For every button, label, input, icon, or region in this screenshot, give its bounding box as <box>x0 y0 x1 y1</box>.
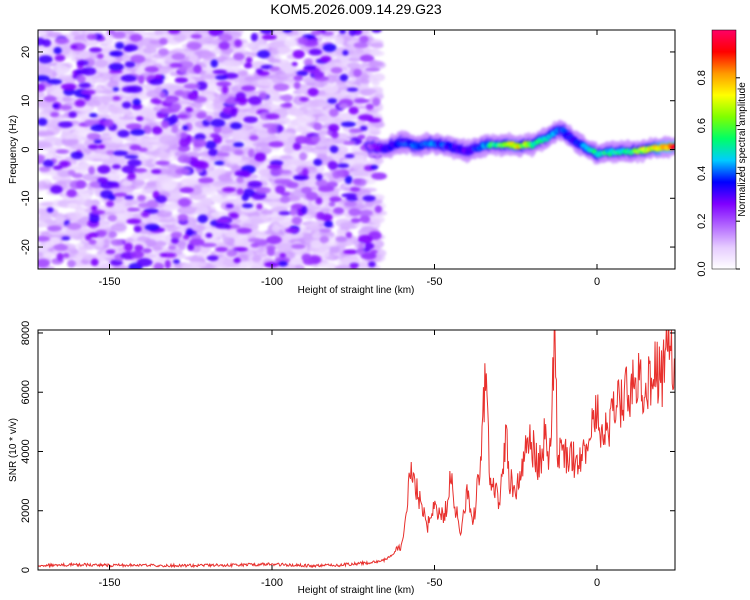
snr-panel: -150 -100 -50 0 0 2000 4000 6000 8000 Height of… <box>8 321 676 596</box>
colorbar-tick-label: 0.0 <box>696 261 708 276</box>
ridge-core <box>366 127 675 158</box>
noise-layer-strong <box>38 30 387 269</box>
x-tick-label: -100 <box>261 577 283 589</box>
spectrogram-y-axis-label: Frequency (Hz) <box>8 115 19 184</box>
snr-y-axis-label: SNR (10 * v/v) <box>8 418 19 482</box>
snr-series <box>38 330 675 569</box>
y-tick-label: 6000 <box>20 380 32 404</box>
spectrogram-frame <box>37 29 676 270</box>
spectrogram-x-axis-label: Height of straight line (km) <box>298 285 415 296</box>
y-tick-label: 0 <box>20 146 32 152</box>
colorbar-tick-label: 0.4 <box>696 166 708 181</box>
y-tick-label: 20 <box>20 46 32 58</box>
colorbar-ticks: 0.0 0.2 0.4 0.6 0.8 <box>696 70 740 277</box>
snr-frame <box>37 329 676 571</box>
snr-x-ticks: -150 -100 -50 0 <box>98 330 600 589</box>
y-tick-label: 0 <box>20 567 32 573</box>
y-tick-label: 4000 <box>20 439 32 463</box>
chart-title: KOM5.2026.009.14.29.G23 <box>270 1 441 17</box>
x-tick-label: -100 <box>261 276 283 288</box>
colorbar: 0.0 0.2 0.4 0.6 0.8 Normalized spectral ampl… <box>696 29 748 277</box>
spectrogram-x-ticks: -150 -100 -50 0 <box>98 30 600 288</box>
x-tick-label: -150 <box>98 577 120 589</box>
spectrogram-signal-ridge <box>365 119 675 165</box>
snr-y-ticks: 0 2000 4000 6000 8000 <box>20 321 675 573</box>
snr-line <box>38 330 675 569</box>
colorbar-tick-label: 0.6 <box>696 118 708 133</box>
x-tick-label: 0 <box>594 577 600 589</box>
spectrogram-y-ticks: -20 -10 0 10 20 <box>20 46 675 255</box>
colorbar-gradient <box>711 29 737 270</box>
y-tick-label: -20 <box>20 239 32 255</box>
x-tick-label: -50 <box>427 577 443 589</box>
y-tick-label: -10 <box>20 190 32 206</box>
colorbar-label: Normalized spectral amplitude <box>737 82 748 217</box>
colorbar-tick-label: 0.2 <box>696 214 708 229</box>
x-tick-label: -50 <box>427 276 443 288</box>
y-tick-label: 8000 <box>20 321 32 345</box>
x-tick-label: 0 <box>594 276 600 288</box>
y-tick-label: 2000 <box>20 498 32 522</box>
spectrogram-noise <box>38 30 389 269</box>
colorbar-tick-label: 0.8 <box>696 70 708 85</box>
x-tick-label: -150 <box>98 276 120 288</box>
y-tick-label: 10 <box>20 95 32 107</box>
snr-x-axis-label: Height of straight line (km) <box>298 585 415 596</box>
